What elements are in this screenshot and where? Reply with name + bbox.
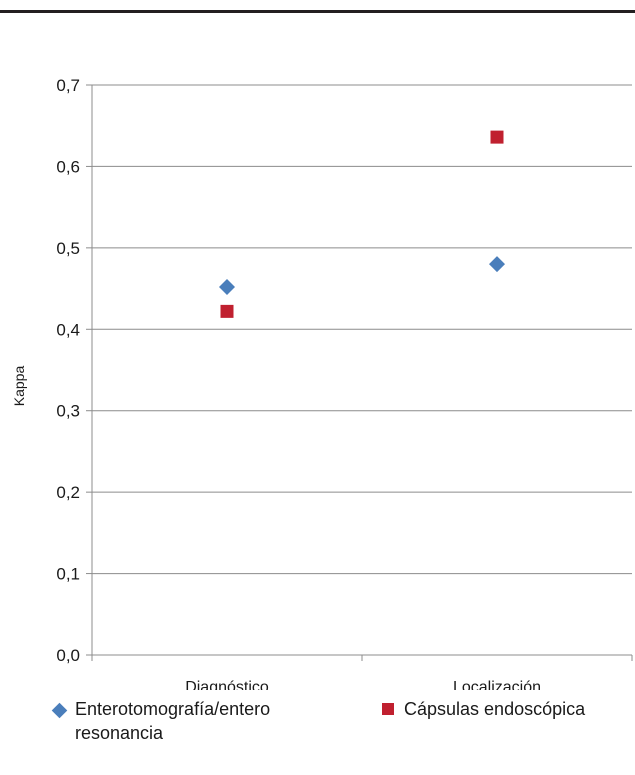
x-category-label: Diagnóstico <box>185 679 269 690</box>
top-rule <box>0 10 635 13</box>
axes <box>86 84 633 661</box>
legend-item-enterotomografia: Enterotomografía/entero resonancia <box>51 697 352 745</box>
y-tick-label: 0,4 <box>56 320 80 339</box>
diamond-marker-icon <box>51 702 68 719</box>
x-category-label: Localización <box>453 679 541 690</box>
y-tick-label: 0,3 <box>56 402 80 421</box>
legend-item-capsulas: Cápsulas endoscópica <box>382 697 632 721</box>
data-point-square <box>220 304 234 318</box>
data-points <box>219 130 505 318</box>
chart: 0,0 0,1 0,2 0,3 0,4 0,5 0,6 0,7 Diagnóstico Loca… <box>11 76 633 690</box>
y-tick-label: 0,5 <box>56 239 80 258</box>
y-tick-label: 0,7 <box>56 76 80 95</box>
y-tick-label: 0,1 <box>56 565 80 584</box>
data-point-square <box>490 130 504 144</box>
legend-label: Enterotomografía/entero resonancia <box>75 699 271 743</box>
y-tick-label: 0,6 <box>56 157 80 176</box>
data-point-diamond <box>489 256 505 273</box>
square-marker-icon <box>382 703 394 715</box>
y-tick-label: 0,2 <box>56 483 80 502</box>
legend: Enterotomografía/entero resonancia Cápsu… <box>0 697 635 767</box>
y-axis-title: Kappa <box>11 366 27 407</box>
data-point-diamond <box>219 278 235 295</box>
y-tick-labels: 0,0 0,1 0,2 0,3 0,4 0,5 0,6 0,7 <box>56 76 80 665</box>
x-category-labels: Diagnóstico Localización <box>185 679 541 690</box>
gridlines <box>92 84 632 575</box>
y-tick-label: 0,0 <box>56 646 80 665</box>
legend-label: Cápsulas endoscópica <box>404 699 586 719</box>
